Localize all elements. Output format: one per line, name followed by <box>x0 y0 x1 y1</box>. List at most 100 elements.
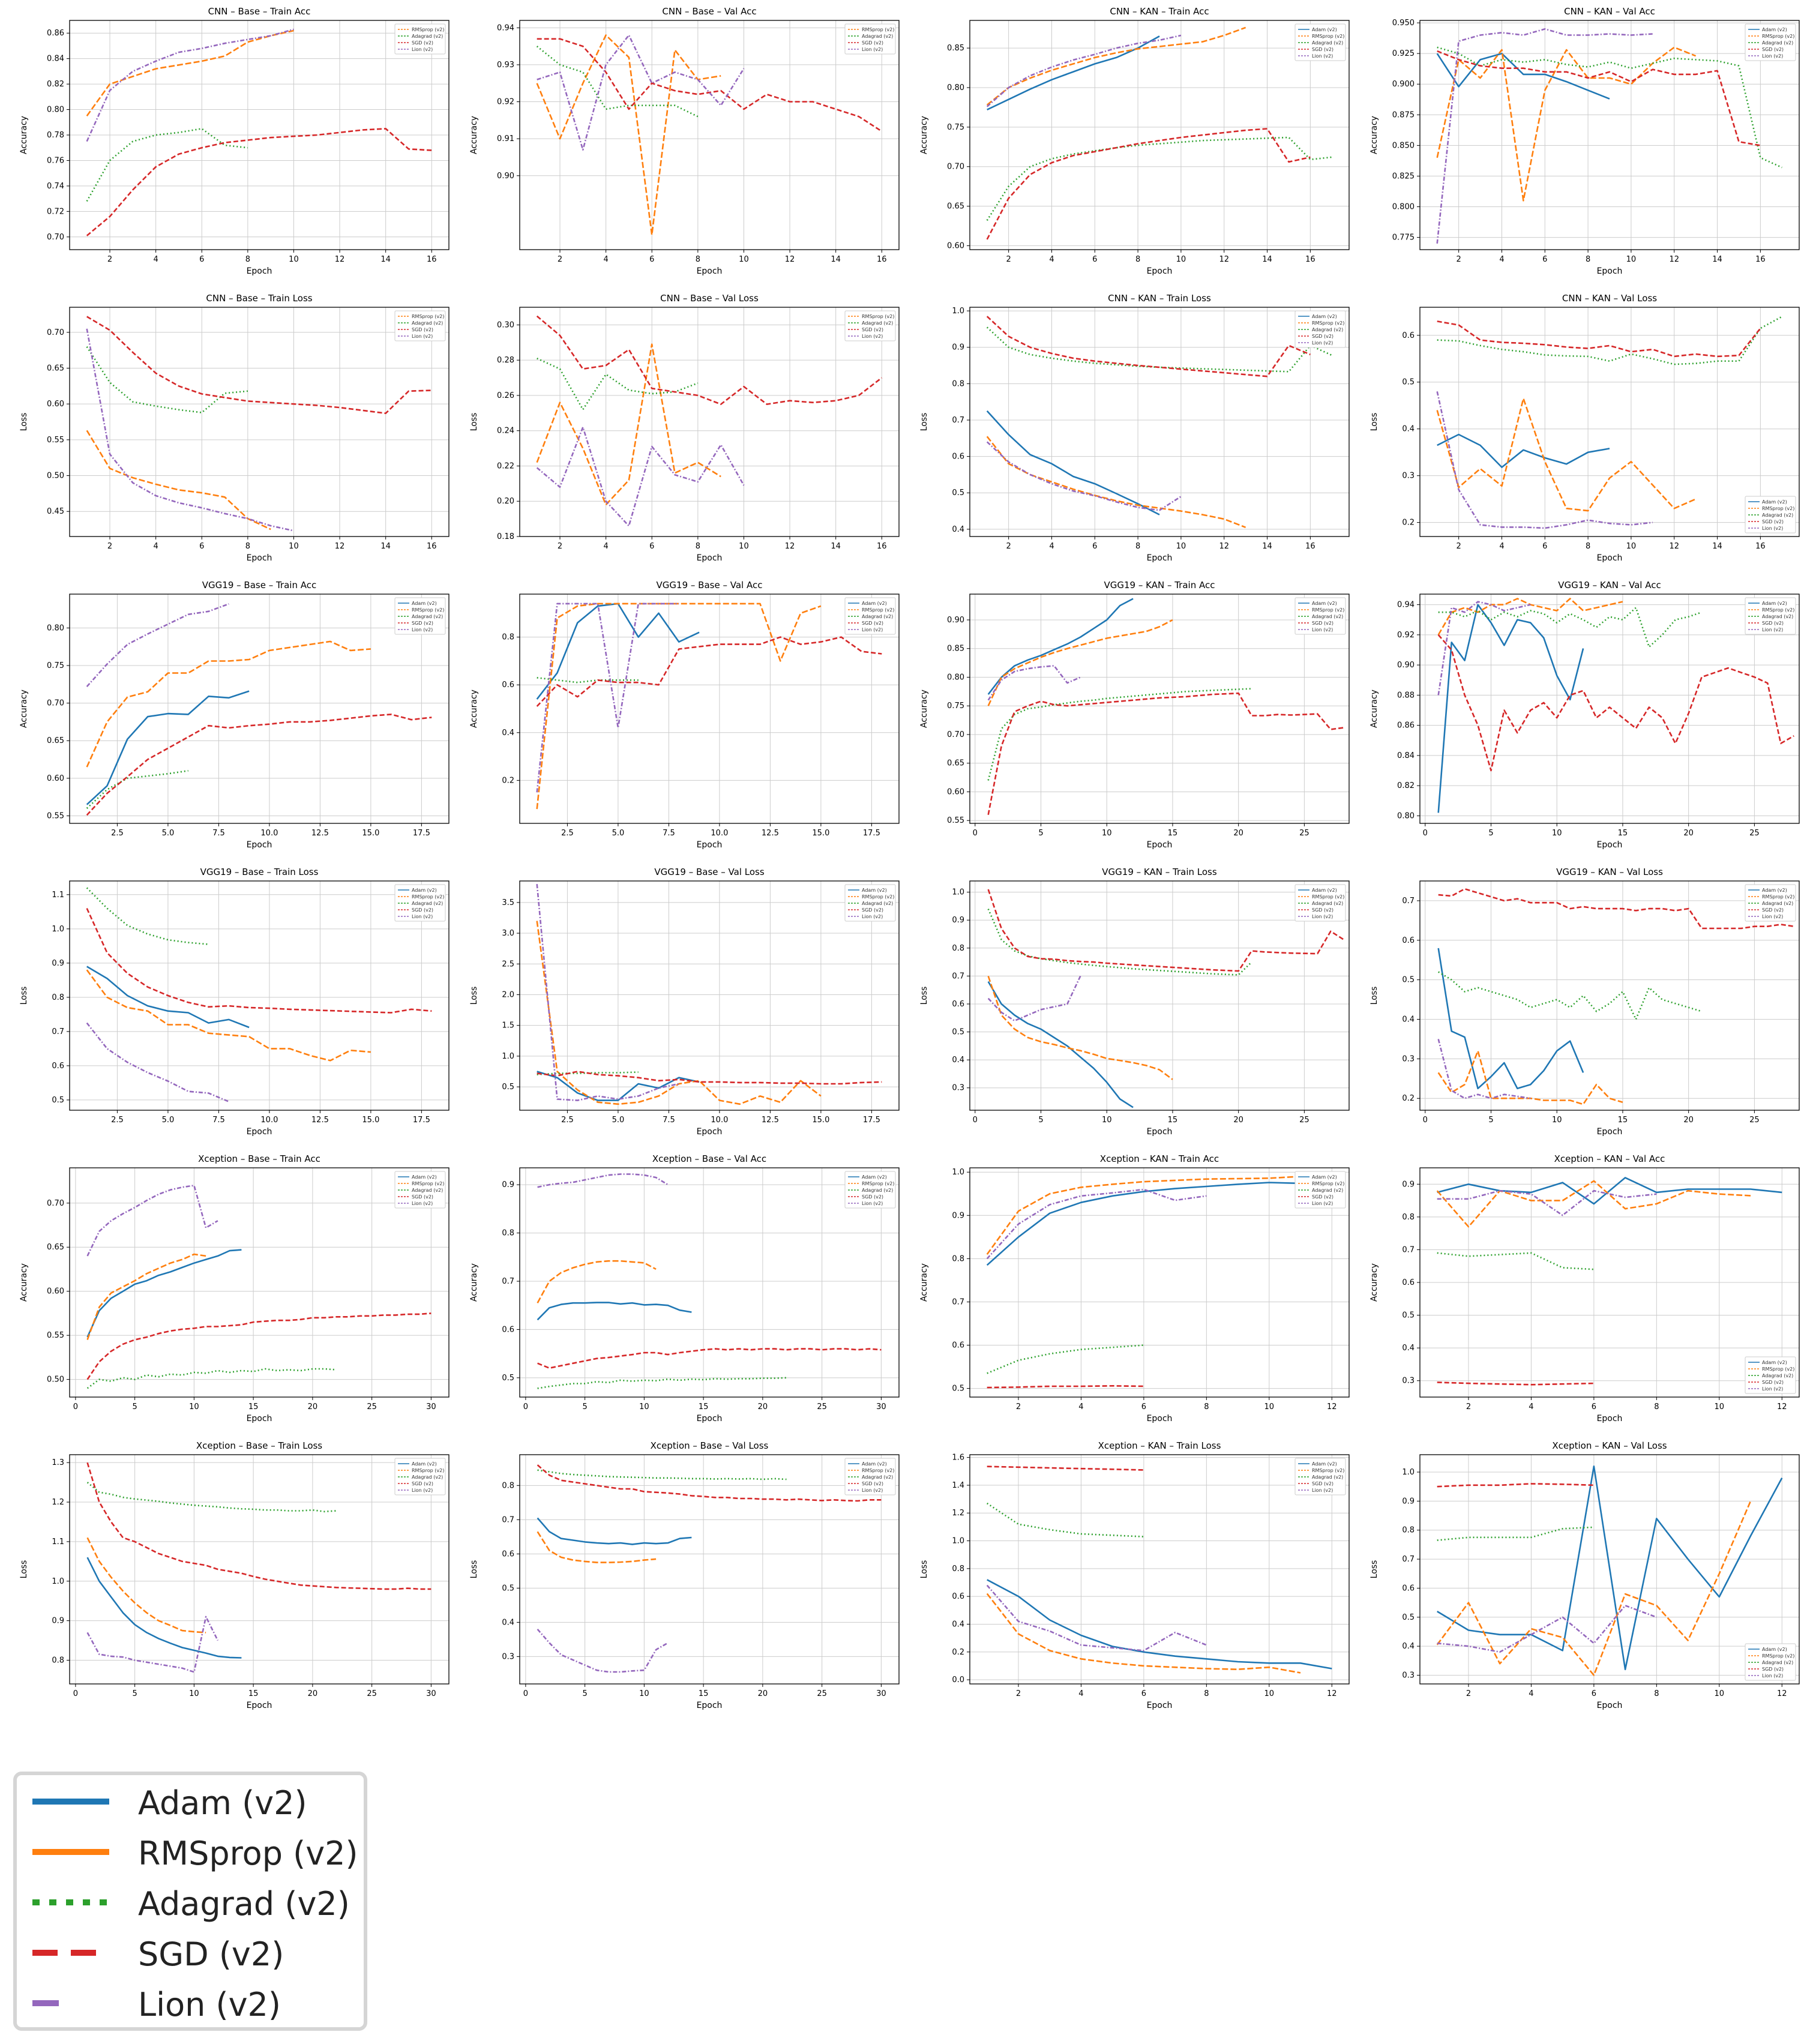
inset-legend-label: RMSprop (v2) <box>1762 1366 1794 1372</box>
x-tick-label: 30 <box>876 1402 886 1411</box>
inset-legend-label: RMSprop (v2) <box>1312 1181 1344 1186</box>
plot-frame <box>69 880 449 1111</box>
y-tick-label: 0.78 <box>47 131 64 140</box>
inset-legend-label: Adagrad (v2) <box>1762 40 1793 46</box>
x-tick-label: 10 <box>1176 255 1186 264</box>
x-axis-label: Epoch <box>247 1414 272 1423</box>
subplot: 0 5 10 15 20 25 0.55 0.60 0.65 0.70 0.75 0.80 0.85 0.… <box>907 576 1358 863</box>
y-tick-label: 0.76 <box>47 156 64 165</box>
y-tick-label: 0.65 <box>47 364 64 373</box>
subplot-title: Xception – Base – Train Loss <box>196 1440 322 1451</box>
y-tick-label: 0.70 <box>47 699 64 708</box>
inset-legend-box <box>844 1458 896 1495</box>
y-axis-label: Loss <box>19 413 29 431</box>
series-line <box>86 346 248 413</box>
inset-legend-box <box>844 1171 896 1209</box>
series-line <box>1437 1381 1594 1386</box>
inset-legend-label: Lion (v2) <box>1762 526 1783 531</box>
series-line <box>86 1185 218 1257</box>
subplot-title: CNN – Base – Val Acc <box>662 6 756 17</box>
inset-legend-label: RMSprop (v2) <box>862 607 894 613</box>
y-tick-label: 0.4 <box>502 729 514 738</box>
x-tick-label: 10 <box>1552 829 1562 838</box>
subplot-svg: 2 4 6 8 10 12 0.3 0.4 0.5 0.6 0.7 0.8 0.9 1.0 Xception… <box>1370 1440 1800 1710</box>
inset-legend: RMSprop (v2)Adagrad (v2)SGD (v2) Lion (v2… <box>844 310 896 341</box>
plot-frame <box>519 1454 900 1685</box>
inset-legend-label: Adam (v2) <box>412 601 437 606</box>
x-tick-label: 12 <box>1777 1689 1787 1698</box>
series-line <box>86 430 271 531</box>
y-tick-label: 1.3 <box>52 1458 64 1467</box>
subplot-svg: 0 5 10 15 20 25 0.80 0.82 0.84 0.86 0.88 0.90 0.92 0.… <box>1370 580 1800 850</box>
x-tick-label: 0 <box>973 829 978 838</box>
x-tick-label: 6 <box>1092 542 1097 551</box>
x-tick-label: 10 <box>189 1402 199 1411</box>
y-tick-label: 0.26 <box>497 391 514 400</box>
x-tick-label: 5 <box>132 1402 137 1411</box>
x-tick-label: 5.0 <box>162 829 175 838</box>
subplot-title: CNN – KAN – Val Acc <box>1564 6 1655 17</box>
plot-frame <box>969 307 1350 537</box>
x-axis-label: Epoch <box>1597 1701 1623 1710</box>
inset-legend-label: Adagrad (v2) <box>1312 614 1343 619</box>
x-tick-label: 16 <box>427 255 437 264</box>
x-axis-label: Epoch <box>697 1701 723 1710</box>
y-tick-label: 0.6 <box>52 1062 64 1071</box>
x-tick-label: 6 <box>1592 1689 1596 1698</box>
y-tick-label: 0.90 <box>1397 661 1415 670</box>
y-tick-label: 1.2 <box>52 1498 64 1507</box>
x-tick-label: 15.0 <box>362 1116 379 1125</box>
x-tick-label: 8 <box>696 542 700 551</box>
inset-legend-label: SGD (v2) <box>1312 1481 1333 1486</box>
series-line <box>986 1593 1301 1674</box>
subplot-title: Xception – KAN – Train Acc <box>1100 1153 1219 1164</box>
series-line <box>537 1517 692 1545</box>
inset-legend: Adam (v2)RMSprop (v2)Adagrad (v2)SGD (v2… <box>1745 884 1796 922</box>
series-line <box>1437 46 1782 169</box>
series-line <box>537 677 639 684</box>
subplot: 2 4 6 8 10 12 14 16 0.775 0.800 0.825 0.850 0.875 0.9… <box>1358 2 1804 289</box>
series-line <box>1437 1039 1531 1099</box>
y-tick-label: 0.7 <box>502 1277 514 1286</box>
x-tick-label: 8 <box>1586 255 1590 264</box>
y-tick-label: 0.4 <box>1402 1344 1415 1353</box>
x-tick-label: 0 <box>1423 829 1428 838</box>
x-tick-label: 2.5 <box>561 1116 574 1125</box>
x-tick-label: 12 <box>785 255 795 264</box>
y-tick-label: 0.4 <box>952 1056 964 1065</box>
inset-legend-label: SGD (v2) <box>862 621 883 626</box>
y-tick-label: 0.80 <box>47 106 64 115</box>
series-line <box>987 665 1081 701</box>
x-tick-label: 8 <box>1204 1402 1209 1411</box>
series-line <box>536 34 721 236</box>
series-line <box>86 1368 337 1389</box>
x-tick-label: 10.0 <box>711 829 728 838</box>
y-tick-label: 0.80 <box>947 673 964 682</box>
y-tick-label: 0.85 <box>947 44 964 53</box>
series-line <box>536 921 822 1105</box>
series-line <box>86 908 432 1014</box>
subplot-svg: 0 5 10 15 20 25 30 0.50 0.55 0.60 0.65 0.70 Xception… <box>19 1153 449 1423</box>
inset-legend-label: Lion (v2) <box>862 914 883 919</box>
x-tick-label: 8 <box>1654 1689 1659 1698</box>
inset-legend-box <box>1294 597 1346 635</box>
inset-legend-label: SGD (v2) <box>1762 907 1784 913</box>
x-tick-label: 2 <box>1006 542 1011 551</box>
inset-legend-label: SGD (v2) <box>862 1194 883 1200</box>
x-tick-label: 16 <box>1305 542 1315 551</box>
inset-legend-label: Adagrad (v2) <box>412 614 443 619</box>
y-tick-label: 0.86 <box>1397 721 1415 730</box>
inset-legend-label: SGD (v2) <box>1762 47 1784 52</box>
y-tick-label: 0.94 <box>1397 601 1415 610</box>
x-tick-label: 8 <box>696 255 700 264</box>
inset-legend-label: SGD (v2) <box>1312 47 1333 52</box>
y-tick-label: 0.8 <box>952 379 964 388</box>
series-line <box>86 29 294 116</box>
inset-legend: Adam (v2)RMSprop (v2)Adagrad (v2)SGD (v2… <box>394 884 446 922</box>
inset-legend-label: RMSprop (v2) <box>862 894 894 900</box>
inset-legend-label: Lion (v2) <box>862 1488 883 1493</box>
series-line <box>987 598 1134 695</box>
x-tick-label: 16 <box>1755 255 1766 264</box>
y-tick-label: 0.2 <box>1402 1094 1415 1103</box>
x-tick-label: 17.5 <box>863 829 880 838</box>
